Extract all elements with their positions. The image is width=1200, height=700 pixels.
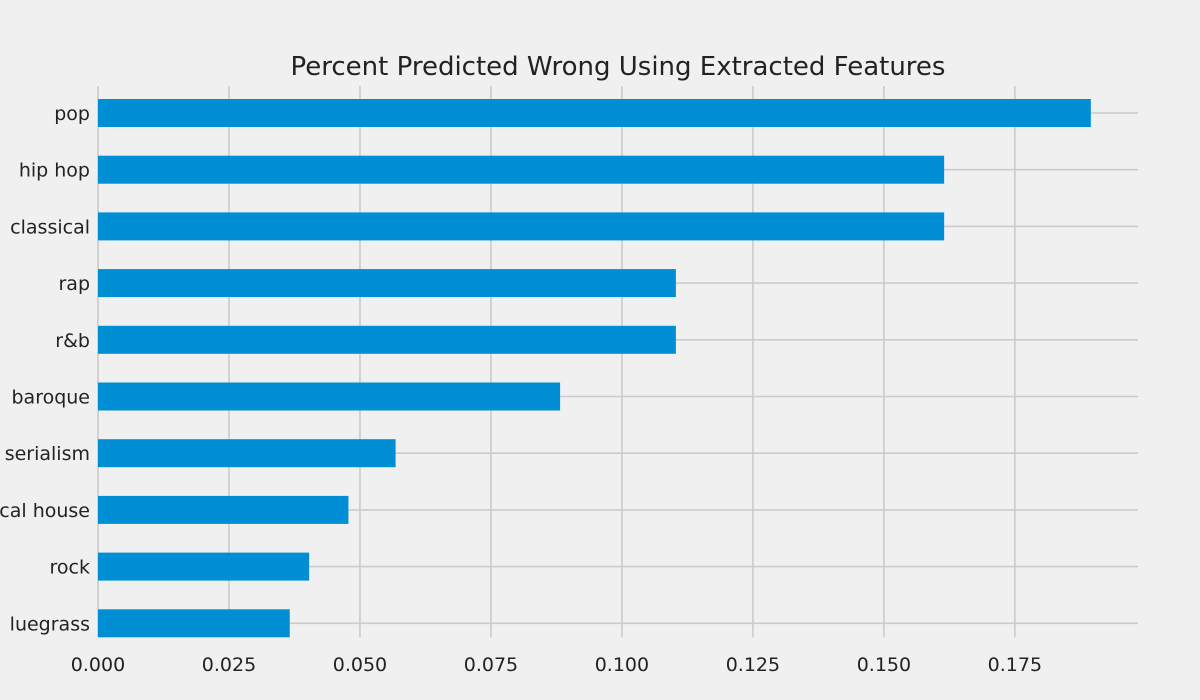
bar	[98, 325, 676, 354]
bar	[98, 439, 396, 468]
x-axis-labels: 0.000 0.025 0.050 0.075 0.100 0.125 0.150 0.175	[71, 654, 1042, 676]
chart-title: Percent Predicted Wrong Using Extracted …	[291, 52, 946, 82]
y-tick-label: classical	[10, 216, 90, 238]
y-tick-label: rap	[58, 273, 90, 295]
bar	[98, 212, 945, 241]
y-tick-label: pop	[54, 103, 90, 125]
x-tick-label: 0.050	[333, 654, 387, 676]
x-tick-label: 0.075	[464, 654, 518, 676]
bars	[98, 99, 1091, 638]
x-tick-label: 0.025	[202, 654, 256, 676]
bar	[98, 155, 945, 184]
x-tick-label: 0.175	[988, 654, 1042, 676]
y-tick-label: serialism	[5, 443, 90, 465]
bar	[98, 269, 676, 298]
bar	[98, 382, 561, 411]
y-tick-label: hip hop	[19, 160, 90, 182]
bar	[98, 495, 349, 524]
bar	[98, 99, 1091, 127]
bar	[98, 609, 290, 638]
y-tick-label: luegrass	[10, 613, 90, 635]
y-tick-label: r&b	[55, 330, 90, 352]
y-tick-label: rock	[50, 557, 90, 579]
y-axis-labels: pop hip hop classical rap r&b baroque serialis…	[0, 103, 90, 635]
x-tick-label: 0.000	[71, 654, 125, 676]
x-tick-label: 0.150	[857, 654, 911, 676]
bar	[98, 552, 310, 581]
y-tick-label: cal house	[0, 500, 90, 522]
x-tick-label: 0.100	[595, 654, 649, 676]
y-tick-label: baroque	[11, 387, 90, 409]
x-tick-label: 0.125	[726, 654, 780, 676]
